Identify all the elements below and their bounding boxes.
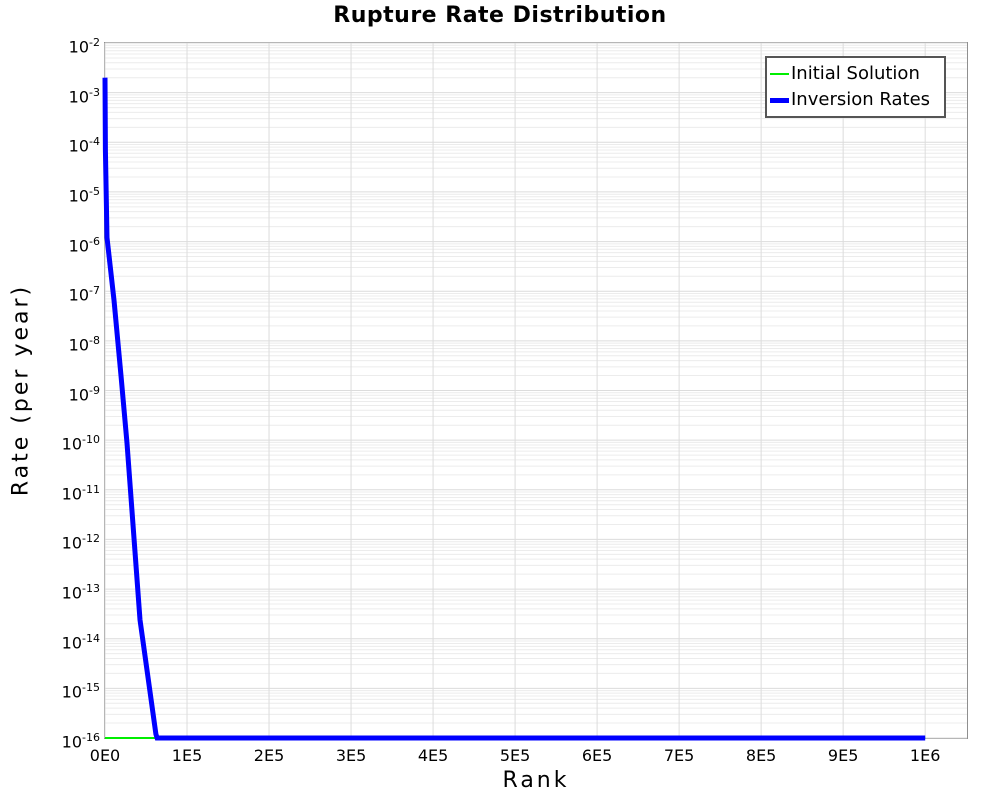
y-tick-label: 10-16 [61,731,100,752]
x-tick-label: 1E6 [909,746,941,765]
y-tick-label: 10-12 [61,532,100,553]
x-tick-label: 0E0 [89,746,121,765]
x-tick-label: 9E5 [827,746,859,765]
legend-line-swatch-blue [770,97,789,103]
y-tick-label: 10-15 [61,681,100,702]
y-tick-label: 10-9 [68,383,100,404]
x-tick-label: 1E5 [171,746,203,765]
y-tick-label: 10-14 [61,631,100,653]
x-tick-label: 8E5 [745,746,777,765]
legend-line-swatch-green [770,73,789,75]
x-tick-label: 7E5 [663,746,695,765]
x-tick-label: 5E5 [499,746,531,765]
legend-item-initial-solution: Initial Solution [770,61,941,87]
plot-canvas [102,42,967,741]
y-tick-label: 10-2 [68,36,100,57]
x-tick-label: 4E5 [417,746,449,765]
y-tick-label: 10-11 [61,482,100,504]
x-tick-label: 6E5 [581,746,613,765]
x-tick-label: 2E5 [253,746,285,765]
series-line-inversion-rates [102,77,926,741]
y-tick-label: 10-6 [68,234,100,255]
legend-item-label: Initial Solution [791,63,920,84]
legend-item-inversion-rates: Inversion Rates [770,87,941,113]
y-tick-label: 10-3 [68,85,100,106]
chart-title: Rupture Rate Distribution [333,3,667,28]
y-tick-label: 10-4 [68,135,100,156]
y-tick-label: 10-5 [68,184,100,206]
y-tick-label: 10-10 [61,433,100,454]
legend: Initial Solution Inversion Rates [765,56,946,118]
x-tick-label: 3E5 [335,746,367,765]
legend-item-label: Inversion Rates [791,89,931,110]
y-tick-label: 10-7 [68,284,100,305]
y-tick-label: 10-8 [68,333,100,355]
y-tick-label: 10-13 [61,582,100,603]
x-axis-label: Rank [502,768,570,793]
plot-area [102,42,968,741]
